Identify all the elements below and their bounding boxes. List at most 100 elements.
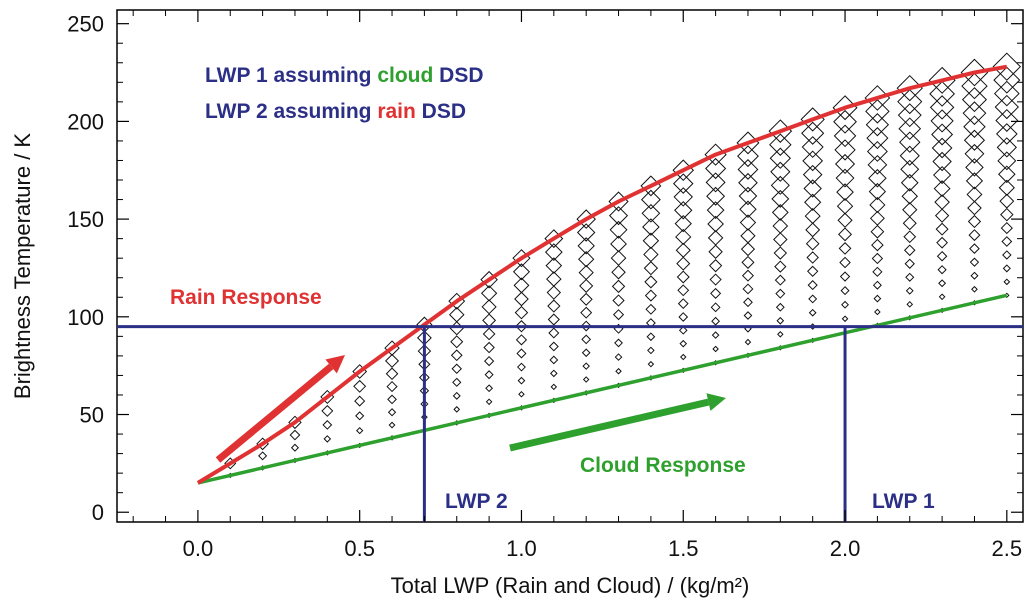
diamond-marker [353,379,367,393]
x-tick-label: 0.0 [183,536,214,561]
diamond-marker [579,292,593,306]
diamond-marker [737,159,759,180]
diamond-marker [770,175,790,195]
diamond-marker [610,250,627,266]
diamond-marker [808,308,817,317]
diamond-marker [672,173,694,194]
diamond-marker [905,272,915,282]
diamond-marker [897,89,923,115]
diamond-marker [387,408,397,417]
x-tick-label: 0.5 [344,536,375,561]
diamond-marker [938,279,947,288]
diamond-marker [707,230,724,246]
x-axis-label: Total LWP (Rain and Cloud) / (kg/m²) [391,573,750,598]
legend-line-2-suffix: DSD [416,100,466,123]
diamond-marker [512,263,530,281]
diamond-marker [968,229,981,242]
rain-arrow-head [325,355,345,374]
diamond-marker [642,232,660,249]
diamond-marker [322,420,333,430]
diamond-marker [550,383,558,391]
legend-line-1: LWP 1 assuming cloud DSD [205,64,484,87]
diamond-marker [839,256,851,269]
series-layer [196,64,1008,485]
diamond-marker [971,285,978,293]
diamond-marker [802,164,823,185]
diamond-marker [482,313,497,328]
diamond-marker [807,280,818,291]
diamond-marker [928,66,956,94]
diamond-marker [548,327,560,339]
rain-response-label: Rain Response [170,286,322,309]
diamond-marker [549,355,559,365]
diamond-marker [998,179,1015,196]
diamond-marker [995,108,1019,132]
x-tick-label: 2.5 [992,536,1023,561]
diamond-marker [612,309,625,321]
diamond-marker [902,202,918,218]
diamond-marker [289,429,301,441]
diamond-marker [514,305,529,320]
diamond-marker [680,353,687,361]
diamond-markers [224,52,1022,479]
y-tick-label: 50 [80,403,104,428]
diamond-marker [776,316,785,325]
diamond-marker [807,265,819,277]
diamond-marker [582,376,590,383]
diamond-marker [581,334,592,345]
diamond-marker [837,212,853,228]
diamond-marker [966,186,983,203]
diamond-marker [385,353,400,368]
diamond-marker [865,99,890,124]
diamond-marker [931,123,954,146]
diamond-marker [482,327,496,341]
diamond-marker [643,261,659,276]
diamond-marker [936,236,948,249]
diamond-marker [707,215,724,233]
diamond-marker [896,74,923,102]
diamond-marker [929,95,955,120]
diamond-marker [965,158,984,177]
plot-frame [116,9,1024,523]
diamond-marker [517,376,526,385]
diamond-marker [872,280,882,290]
diamond-marker [969,257,980,267]
diamond-marker [970,271,979,280]
diamond-marker [706,201,725,220]
diamond-marker [452,391,461,400]
diamond-marker [869,196,886,214]
diamond-marker [931,137,953,159]
y-axis-label: Brightness Temperature / K [10,133,35,399]
diamond-marker [611,264,626,280]
diamond-marker [969,243,980,254]
diamond-marker [775,288,786,299]
diamond-marker [451,363,462,375]
diamond-marker [740,242,756,257]
diamond-marker [448,306,465,323]
diamond-marker [802,150,824,172]
diamond-marker [930,109,954,133]
rain-response-curve [196,64,1008,485]
diamond-marker [644,289,657,302]
diamond-marker [904,258,915,269]
diamond-marker [740,228,756,244]
diamond-marker [321,404,334,417]
diamond-marker [963,129,986,151]
diamond-marker [674,214,692,233]
diamond-marker [870,224,885,239]
diamond-marker [545,257,563,274]
diamond-marker [258,451,268,461]
diamond-marker [706,186,726,206]
diamond-marker [518,390,525,398]
diamond-marker [739,200,757,219]
diamond-marker [641,203,661,223]
diamond-marker [484,370,494,380]
diamond-marker [708,244,723,259]
y-tick-label: 250 [67,12,104,37]
y-tick-label: 100 [67,305,104,330]
diamond-marker [547,313,560,326]
diamond-marker [993,66,1021,94]
diamond-marker [804,208,821,225]
diamond-marker [905,286,914,295]
diamond-marker [997,151,1017,171]
